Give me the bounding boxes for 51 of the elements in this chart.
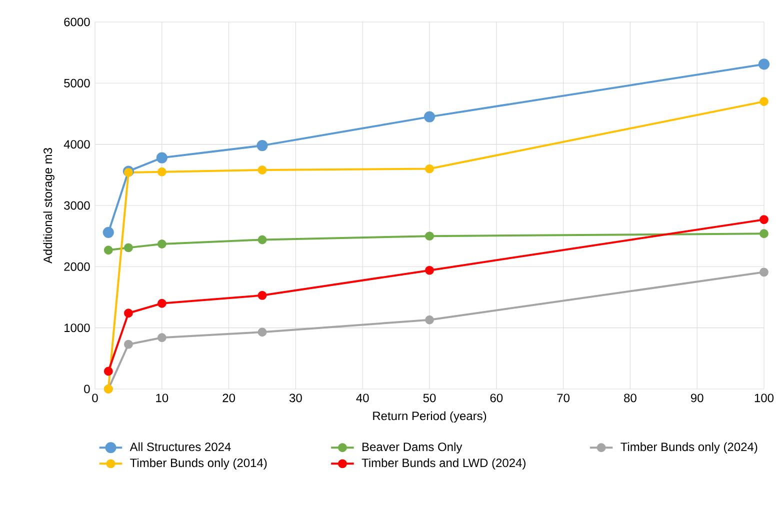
x-tick-label: 40 [356, 394, 369, 402]
point [102, 226, 114, 238]
y-tick-label: 3000 [64, 201, 90, 210]
point [258, 328, 267, 337]
x-tick-label: 90 [690, 394, 704, 402]
x-tick-label: 10 [156, 394, 168, 402]
x-tick-label: 80 [624, 394, 636, 402]
y-tick-label: 6000 [64, 18, 90, 26]
x-tick-label: 100 [754, 394, 774, 402]
point [425, 266, 434, 275]
point [104, 246, 113, 255]
point [424, 111, 436, 122]
point [156, 152, 168, 164]
legend-label: Timber Bunds only (2014) [130, 458, 267, 470]
y-tick-label: 4000 [64, 140, 90, 149]
legend-label: All Structures 2024 [130, 442, 231, 452]
point [157, 298, 166, 308]
point [124, 340, 133, 349]
y-axis-title: Additional storage m3 [43, 148, 54, 264]
x-tick-label: 70 [557, 394, 570, 402]
point [124, 243, 133, 252]
point [760, 215, 768, 224]
point [258, 290, 267, 300]
y-tick-label: 0 [84, 384, 90, 394]
point [425, 164, 434, 174]
x-tick-label: 20 [222, 394, 236, 402]
x-tick-label: 30 [289, 394, 302, 402]
point [425, 232, 434, 241]
x-tick-label: 60 [490, 394, 503, 402]
legend-label: Beaver Dams Only [362, 442, 462, 454]
point [258, 235, 267, 244]
point [760, 229, 768, 238]
point [758, 58, 770, 70]
point [124, 308, 133, 318]
point [104, 366, 113, 376]
legend-label: Timber Bunds and LWD (2024) [362, 458, 526, 470]
point [157, 333, 166, 342]
x-tick-label: 0 [92, 394, 98, 402]
x-axis-title: Return Period (years) [373, 411, 486, 423]
x-tick-label: 50 [423, 394, 436, 402]
y-tick-label: 1000 [64, 324, 90, 332]
point [256, 140, 268, 152]
point [760, 97, 768, 106]
point [760, 268, 768, 277]
point [157, 240, 166, 248]
legend-label: Timber Bunds only (2024) [620, 442, 758, 454]
y-tick-label: 5000 [64, 78, 90, 88]
point [258, 166, 267, 174]
point [157, 167, 166, 176]
point [425, 315, 434, 324]
y-tick-label: 2000 [64, 262, 90, 271]
